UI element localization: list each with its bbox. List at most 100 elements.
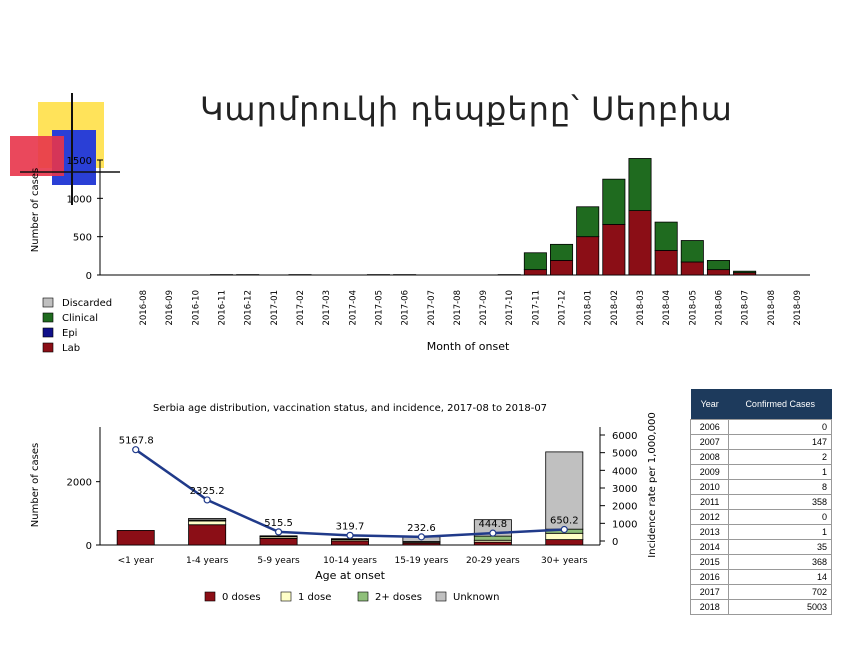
incidence-point <box>560 525 568 534</box>
age-bar-0doses <box>188 524 227 546</box>
table-row: 2012 0 <box>689 509 832 525</box>
age-legend-swatch <box>357 591 369 602</box>
incidence-point <box>203 496 211 504</box>
year-cell: 2016 <box>689 569 730 585</box>
cases-column-header: Confirmed Cases <box>728 389 832 420</box>
table-row: 2007 147 <box>689 434 832 450</box>
age-tick-label: 20-29 years <box>466 556 520 566</box>
year-cell: 2013 <box>689 524 730 540</box>
incidence-point <box>346 531 354 539</box>
age-legend: 0 doses 1 dose 2+ doses Unknown <box>204 591 499 603</box>
age-bar-0doses <box>116 530 155 546</box>
month-tick-label: 2018-08 <box>767 290 777 326</box>
cases-cell: 35 <box>728 539 832 555</box>
incidence-point <box>132 446 140 454</box>
legend-label-clinical: Clinical <box>62 313 98 324</box>
year-cell: 2015 <box>689 554 730 570</box>
month-tick-label: 2018-01 <box>584 290 594 326</box>
month-tick-label: 2018-07 <box>741 290 751 326</box>
incidence-point <box>274 528 283 536</box>
confirmed-cases-table: Year Confirmed Cases 2006 0 2007 147 2008 2 20… <box>689 389 832 615</box>
bar-clinical-2017-12 <box>550 243 574 261</box>
age-legend-label: Unknown <box>453 592 499 603</box>
incidence-data-label: 232.6 <box>407 523 436 534</box>
monthly-y-tick-label: 0 <box>86 271 92 282</box>
year-cell: 2014 <box>689 539 730 555</box>
cases-cell: 14 <box>728 569 832 585</box>
year-cell: 2011 <box>689 494 730 510</box>
age-legend-label: 0 doses <box>222 592 261 603</box>
month-tick-label: 2017-10 <box>505 290 515 326</box>
cases-cell: 358 <box>728 494 832 510</box>
age-bar-2doses <box>473 535 512 541</box>
incidence-data-label: 319.7 <box>336 521 365 532</box>
age-tick-label: 15-19 years <box>395 556 449 566</box>
month-tick-label: 2017-01 <box>270 290 280 326</box>
bar-clinical-2018-06 <box>706 260 730 271</box>
cases-cell: 1 <box>728 464 832 480</box>
legend-swatch-epi <box>42 327 54 338</box>
legend-label-epi: Epi <box>62 328 77 339</box>
age-y-axis-label: Number of cases <box>30 443 41 527</box>
cases-cell: 8 <box>728 479 832 495</box>
monthly-x-axis-label: Month of onset <box>427 340 510 353</box>
age-tick-label: 1-4 years <box>186 556 229 566</box>
legend-label-lab: Lab <box>62 343 80 354</box>
cases-cell: 147 <box>728 434 832 450</box>
age-y-tick-label: 0 <box>86 541 92 552</box>
month-tick-label: 2016-12 <box>244 290 254 326</box>
age-bar-0doses <box>259 537 298 546</box>
monthly-legend: Discarded Clinical Epi Lab <box>42 297 112 354</box>
age-legend-swatch <box>280 591 292 602</box>
month-tick-label: 2016-11 <box>218 290 228 326</box>
monthly-y-axis-label: Number of cases <box>30 168 41 252</box>
age-chart-title: Serbia age distribution, vaccination sta… <box>153 403 547 414</box>
page-title: Կարմրուկի դեպքերը՝ Սերբիա <box>200 90 733 128</box>
month-tick-label: 2018-03 <box>636 290 646 326</box>
incidence-data-label: 444.8 <box>479 519 508 530</box>
incidence-data-label: 5167.8 <box>119 436 154 447</box>
year-cell: 2018 <box>689 599 730 615</box>
month-tick-label: 2017-05 <box>374 290 384 326</box>
table-row: 2008 2 <box>689 449 832 465</box>
month-tick-label: 2018-04 <box>662 290 672 326</box>
month-tick-label: 2016-08 <box>139 290 149 326</box>
age-x-tick-labels: <1 year 1-4 years 5-9 years 10-14 years 15-1… <box>118 556 588 566</box>
year-cell: 2006 <box>689 419 730 435</box>
legend-label-discarded: Discarded <box>62 298 112 309</box>
age-legend-swatch <box>435 591 447 602</box>
month-tick-label: 2017-02 <box>296 290 306 326</box>
incidence-tick-label: 0 <box>612 537 618 548</box>
cases-cell: 702 <box>728 584 832 600</box>
red-square <box>10 136 64 176</box>
year-cell: 2008 <box>689 449 730 465</box>
monthly-x-tick-labels: 2016-08 2016-09 2016-10 2016-11 2016-12 2017-… <box>139 290 803 326</box>
month-tick-label: 2017-12 <box>558 290 568 326</box>
age-x-axis-label: Age at onset <box>315 569 386 582</box>
incidence-data-label: 2325.2 <box>190 486 225 497</box>
age-bar-unknown <box>259 535 298 537</box>
cases-cell: 0 <box>728 419 832 435</box>
month-tick-label: 2017-06 <box>401 290 411 326</box>
table-row: 2018 5003 <box>689 599 832 615</box>
incidence-y-axis-label: Incidence rate per 1,000,000 <box>647 412 658 557</box>
age-tick-label: 10-14 years <box>323 556 377 566</box>
month-tick-label: 2018-09 <box>793 290 803 326</box>
monthly-bars <box>210 158 757 276</box>
age-legend-label: 2+ doses <box>375 592 422 603</box>
incidence-tick-label: 1000 <box>612 519 637 530</box>
cases-cell: 2 <box>728 449 832 465</box>
monthly-y-tick-label: 1000 <box>67 194 92 205</box>
incidence-data-label: 650.2 <box>550 516 579 527</box>
bar-clinical-2018-02 <box>602 178 626 225</box>
table-row: 2014 35 <box>689 539 832 555</box>
bar-clinical-2018-07 <box>733 270 757 274</box>
table-row: 2010 8 <box>689 479 832 495</box>
age-tick-label: 30+ years <box>541 556 588 566</box>
month-tick-label: 2017-03 <box>322 290 332 326</box>
monthly-y-tick-label: 500 <box>73 233 92 244</box>
year-cell: 2017 <box>689 584 730 600</box>
bar-clinical-2018-03 <box>628 158 652 211</box>
